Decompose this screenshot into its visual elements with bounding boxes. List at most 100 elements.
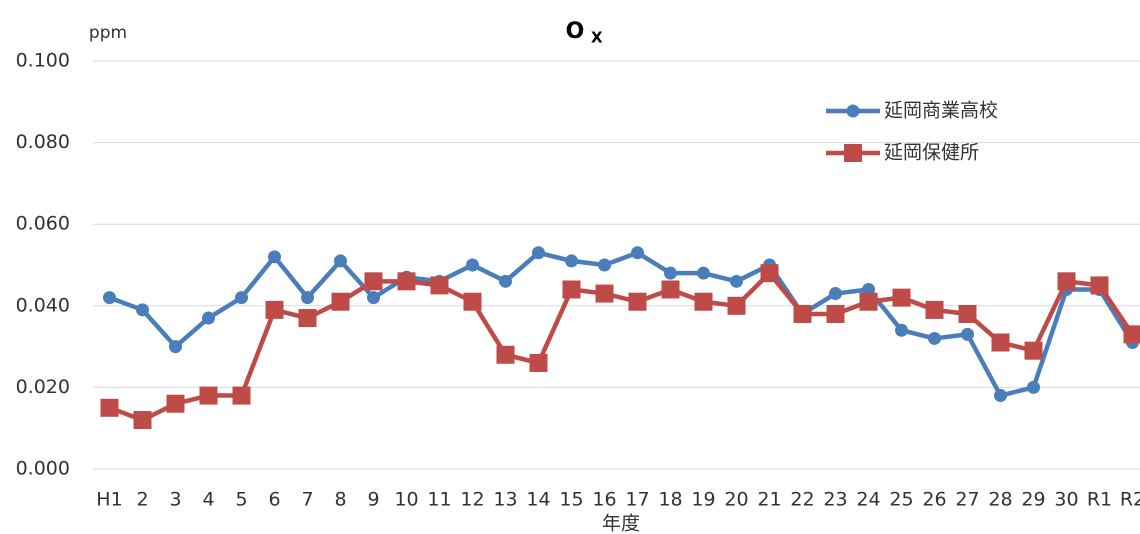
x-axis-label: 年度 bbox=[602, 513, 640, 534]
x-tick-label: 17 bbox=[625, 489, 649, 511]
chart-title-subscript: X bbox=[591, 29, 603, 47]
point bbox=[331, 292, 350, 311]
point bbox=[397, 272, 416, 291]
x-tick-label: H1 bbox=[96, 489, 122, 511]
x-tick-label: 10 bbox=[394, 489, 418, 511]
x-tick-label: 7 bbox=[301, 489, 313, 511]
legend-marker bbox=[846, 104, 860, 118]
point bbox=[760, 264, 779, 283]
point bbox=[334, 254, 347, 268]
x-tick-label: 26 bbox=[922, 489, 946, 511]
point bbox=[895, 323, 908, 337]
y-tick-label: 0.080 bbox=[16, 131, 70, 153]
point bbox=[202, 311, 215, 325]
x-tick-label: 22 bbox=[790, 489, 814, 511]
y-tick-label: 0.060 bbox=[16, 213, 70, 235]
x-tick-label: 9 bbox=[367, 489, 379, 511]
x-tick-label: 4 bbox=[202, 489, 214, 511]
x-tick-label: 13 bbox=[493, 489, 517, 511]
x-tick-label: 15 bbox=[559, 489, 583, 511]
chart-title: O bbox=[566, 19, 585, 44]
point bbox=[994, 389, 1007, 403]
point bbox=[925, 300, 944, 319]
point bbox=[136, 303, 149, 317]
x-tick-label: R2 bbox=[1120, 489, 1140, 511]
y-tick-label: 0.040 bbox=[16, 294, 70, 316]
point bbox=[499, 274, 512, 288]
point bbox=[661, 280, 680, 299]
x-tick-label: 23 bbox=[823, 489, 847, 511]
point bbox=[496, 345, 515, 364]
point bbox=[829, 287, 842, 301]
point bbox=[730, 274, 743, 288]
x-tick-label: 11 bbox=[427, 489, 451, 511]
x-tick-label: 19 bbox=[691, 489, 715, 511]
x-tick-label: R1 bbox=[1087, 489, 1112, 511]
legend-label: 延岡保健所 bbox=[884, 142, 979, 164]
point bbox=[1057, 272, 1076, 291]
x-tick-label: 30 bbox=[1054, 489, 1078, 511]
point bbox=[235, 291, 248, 305]
point bbox=[628, 292, 647, 311]
point bbox=[697, 266, 710, 280]
x-tick-label: 2 bbox=[136, 489, 148, 511]
point bbox=[631, 246, 644, 260]
point bbox=[301, 291, 314, 305]
point bbox=[268, 250, 281, 264]
point bbox=[565, 254, 578, 268]
point bbox=[364, 272, 383, 291]
point bbox=[664, 266, 677, 280]
point bbox=[463, 292, 482, 311]
point bbox=[826, 304, 845, 323]
y-tick-label: 0.000 bbox=[16, 458, 70, 480]
point bbox=[1024, 341, 1043, 360]
x-tick-label: 16 bbox=[592, 489, 616, 511]
point bbox=[694, 292, 713, 311]
point bbox=[232, 386, 251, 405]
point bbox=[529, 353, 548, 372]
x-tick-label: 6 bbox=[268, 489, 280, 511]
point bbox=[595, 284, 614, 303]
x-tick-label: 24 bbox=[856, 489, 880, 511]
legend-label: 延岡商業高校 bbox=[884, 100, 998, 122]
x-tick-label: 28 bbox=[988, 489, 1012, 511]
x-tick-label: 27 bbox=[955, 489, 979, 511]
x-tick-label: 25 bbox=[889, 489, 913, 511]
point bbox=[430, 276, 449, 295]
point bbox=[265, 300, 284, 319]
point bbox=[958, 304, 977, 323]
x-tick-label: 5 bbox=[235, 489, 247, 511]
point bbox=[598, 258, 611, 272]
y-tick-label: 0.100 bbox=[16, 50, 70, 72]
x-tick-label: 18 bbox=[658, 489, 682, 511]
x-tick-label: 14 bbox=[526, 489, 550, 511]
x-tick-label: 29 bbox=[1021, 489, 1045, 511]
point bbox=[532, 246, 545, 260]
point bbox=[562, 280, 581, 299]
point bbox=[199, 386, 218, 405]
point bbox=[1123, 325, 1140, 344]
x-tick-label: 8 bbox=[334, 489, 346, 511]
x-tick-label: 21 bbox=[757, 489, 781, 511]
x-tick-label: 3 bbox=[169, 489, 181, 511]
point bbox=[1027, 380, 1040, 394]
y-tick-label: 0.020 bbox=[16, 376, 70, 398]
point bbox=[1090, 276, 1109, 295]
point bbox=[928, 331, 941, 345]
legend-marker bbox=[844, 144, 862, 162]
point bbox=[727, 296, 746, 315]
point bbox=[991, 333, 1010, 352]
point bbox=[961, 327, 974, 341]
series-line bbox=[108, 270, 1135, 423]
point bbox=[133, 411, 152, 430]
y-unit-label: ppm bbox=[89, 23, 127, 43]
point bbox=[892, 288, 911, 307]
point bbox=[466, 258, 479, 272]
x-tick-label: 20 bbox=[724, 489, 748, 511]
point bbox=[298, 309, 317, 328]
point bbox=[169, 340, 182, 354]
point bbox=[103, 291, 116, 305]
point bbox=[859, 292, 878, 311]
point bbox=[100, 398, 119, 417]
